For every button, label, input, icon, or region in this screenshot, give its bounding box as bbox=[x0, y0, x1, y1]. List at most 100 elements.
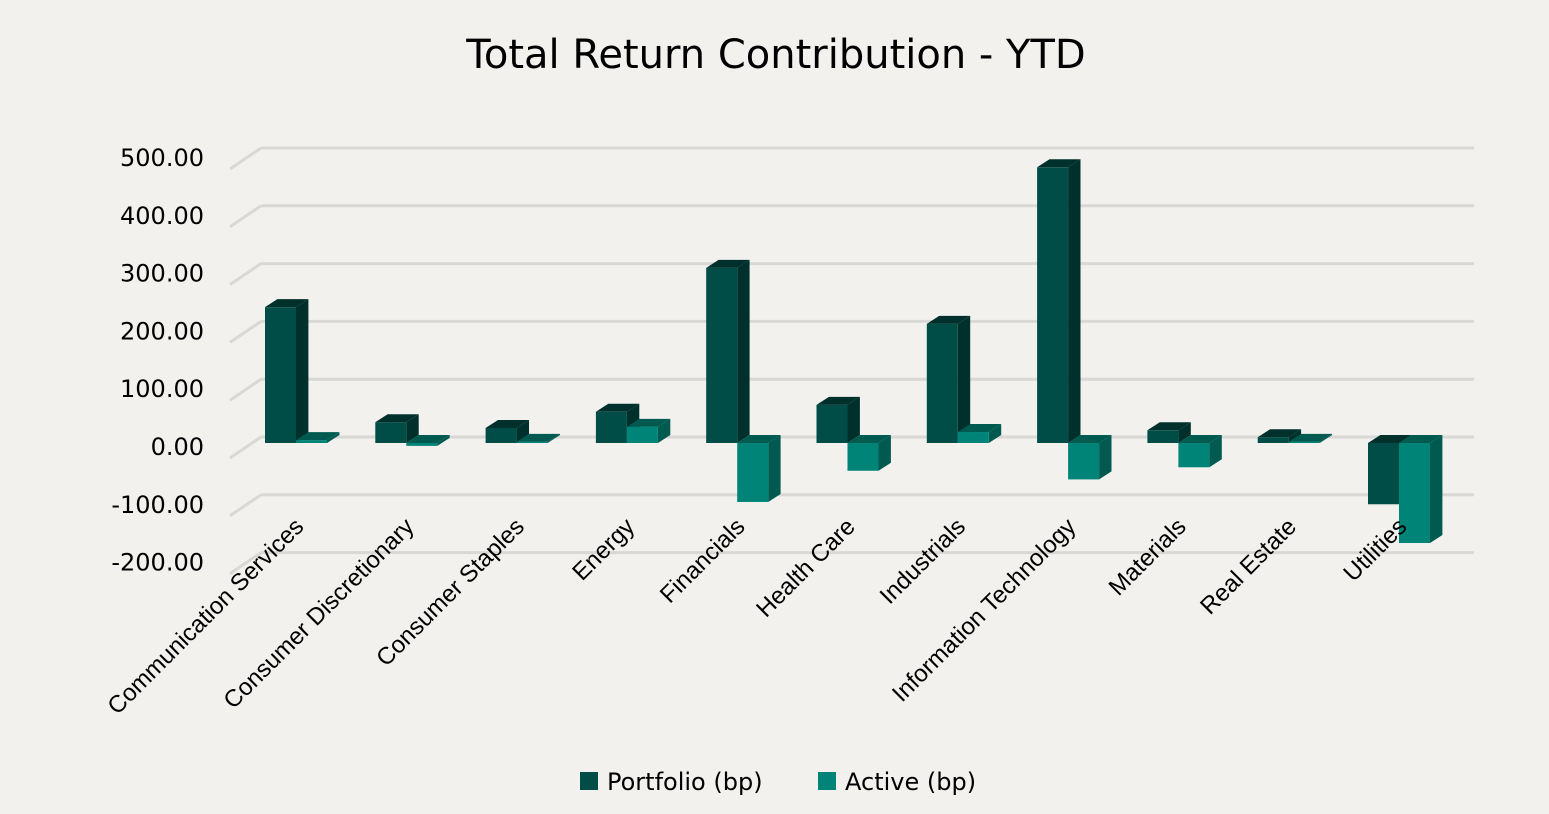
category-label: Utilities bbox=[1338, 513, 1412, 587]
bar bbox=[1068, 435, 1112, 480]
y-tick-label: 200.00 bbox=[120, 317, 204, 345]
bar-front bbox=[1257, 437, 1289, 443]
y-tick-label: 100.00 bbox=[120, 375, 204, 403]
category-label: Energy bbox=[567, 513, 640, 586]
bar-top bbox=[926, 315, 971, 324]
category-label: Materials bbox=[1104, 513, 1192, 601]
bar-front bbox=[485, 427, 517, 443]
bar-top bbox=[816, 396, 860, 405]
bar-top bbox=[595, 403, 640, 412]
bar-front bbox=[1399, 443, 1430, 543]
category-label: Financials bbox=[655, 513, 750, 608]
bar-top bbox=[296, 432, 340, 441]
bar-top bbox=[626, 418, 671, 427]
bar-front bbox=[1068, 443, 1100, 480]
chart-title: Total Return Contribution - YTD bbox=[465, 32, 1085, 78]
bar-top bbox=[1178, 435, 1222, 443]
bar bbox=[737, 435, 781, 502]
bar-side bbox=[768, 435, 781, 502]
bar-side bbox=[988, 424, 1002, 443]
bar-side bbox=[406, 414, 419, 443]
bar-top bbox=[1068, 435, 1112, 443]
bar bbox=[375, 414, 419, 443]
legend: Portfolio (bp) Active (bp) bbox=[580, 768, 976, 796]
bar-top bbox=[485, 419, 529, 428]
bar-front bbox=[626, 426, 658, 443]
bar-top bbox=[847, 435, 891, 443]
bar bbox=[1288, 433, 1333, 443]
bar-top bbox=[737, 435, 781, 443]
bar-front bbox=[1037, 167, 1069, 443]
bar bbox=[957, 424, 1002, 443]
grid bbox=[229, 146, 1474, 575]
bar-top bbox=[1257, 429, 1302, 438]
bar-top bbox=[1147, 422, 1191, 431]
bar-top bbox=[1037, 159, 1081, 168]
bar-side bbox=[878, 435, 891, 471]
y-tick-label: -200.00 bbox=[111, 549, 204, 577]
bar-top bbox=[957, 424, 1002, 433]
bar-front bbox=[265, 307, 296, 443]
bar bbox=[1037, 159, 1081, 443]
bar-front bbox=[516, 441, 548, 443]
bar-front bbox=[706, 267, 738, 443]
gridline-side bbox=[229, 146, 262, 171]
bar-side bbox=[296, 299, 309, 443]
y-tick-label: 300.00 bbox=[120, 260, 204, 288]
bar bbox=[1147, 422, 1191, 443]
bar bbox=[485, 419, 529, 443]
bar-front bbox=[1368, 443, 1399, 505]
bar-front bbox=[1147, 430, 1179, 443]
legend-label: Portfolio (bp) bbox=[607, 768, 763, 796]
bar-side bbox=[516, 419, 529, 443]
category-label: Communication Services bbox=[102, 513, 309, 720]
bar-side bbox=[1209, 435, 1222, 468]
gridline-side bbox=[229, 377, 262, 402]
bar-front bbox=[926, 323, 958, 443]
bar-top bbox=[516, 433, 560, 442]
category-label: Industrials bbox=[875, 513, 971, 609]
legend-label: Active (bp) bbox=[845, 768, 976, 796]
bar-front bbox=[816, 404, 848, 443]
bar-front bbox=[1178, 443, 1210, 468]
bar-side bbox=[657, 418, 671, 443]
bar-front bbox=[375, 422, 407, 443]
category-label: Real Estate bbox=[1195, 513, 1302, 620]
bar bbox=[1178, 435, 1222, 468]
gridline-side bbox=[229, 262, 262, 286]
bar bbox=[816, 396, 860, 443]
bar-side bbox=[547, 433, 560, 443]
bar-front bbox=[296, 440, 327, 443]
bar-top bbox=[1288, 433, 1333, 442]
bar-side bbox=[1430, 435, 1443, 543]
bar-side bbox=[1068, 159, 1081, 443]
bar bbox=[1399, 435, 1443, 543]
bar-front bbox=[1288, 441, 1320, 443]
bar bbox=[516, 433, 560, 443]
bar bbox=[926, 315, 971, 443]
bar-front bbox=[957, 432, 989, 443]
bar-side bbox=[1178, 422, 1191, 443]
bar bbox=[626, 418, 671, 443]
category-label: Health Care bbox=[751, 513, 861, 623]
bar-side bbox=[1099, 435, 1112, 480]
y-tick-label: -100.00 bbox=[111, 491, 204, 519]
bar-side bbox=[957, 315, 971, 443]
bar-side bbox=[737, 259, 750, 443]
bar-front bbox=[595, 411, 627, 443]
legend-swatch bbox=[580, 772, 598, 790]
bar-side bbox=[327, 432, 340, 443]
bar-front bbox=[737, 443, 769, 502]
gridline-side bbox=[229, 493, 262, 518]
bar-top bbox=[375, 414, 419, 423]
gridline-side bbox=[229, 204, 262, 229]
bar-top bbox=[1368, 435, 1412, 443]
y-tick-label: 500.00 bbox=[120, 144, 204, 172]
gridline-side bbox=[229, 551, 262, 575]
bar-side bbox=[1288, 429, 1302, 443]
bar bbox=[406, 435, 450, 446]
bar bbox=[706, 259, 750, 443]
category-label: Consumer Discretionary bbox=[218, 513, 419, 714]
